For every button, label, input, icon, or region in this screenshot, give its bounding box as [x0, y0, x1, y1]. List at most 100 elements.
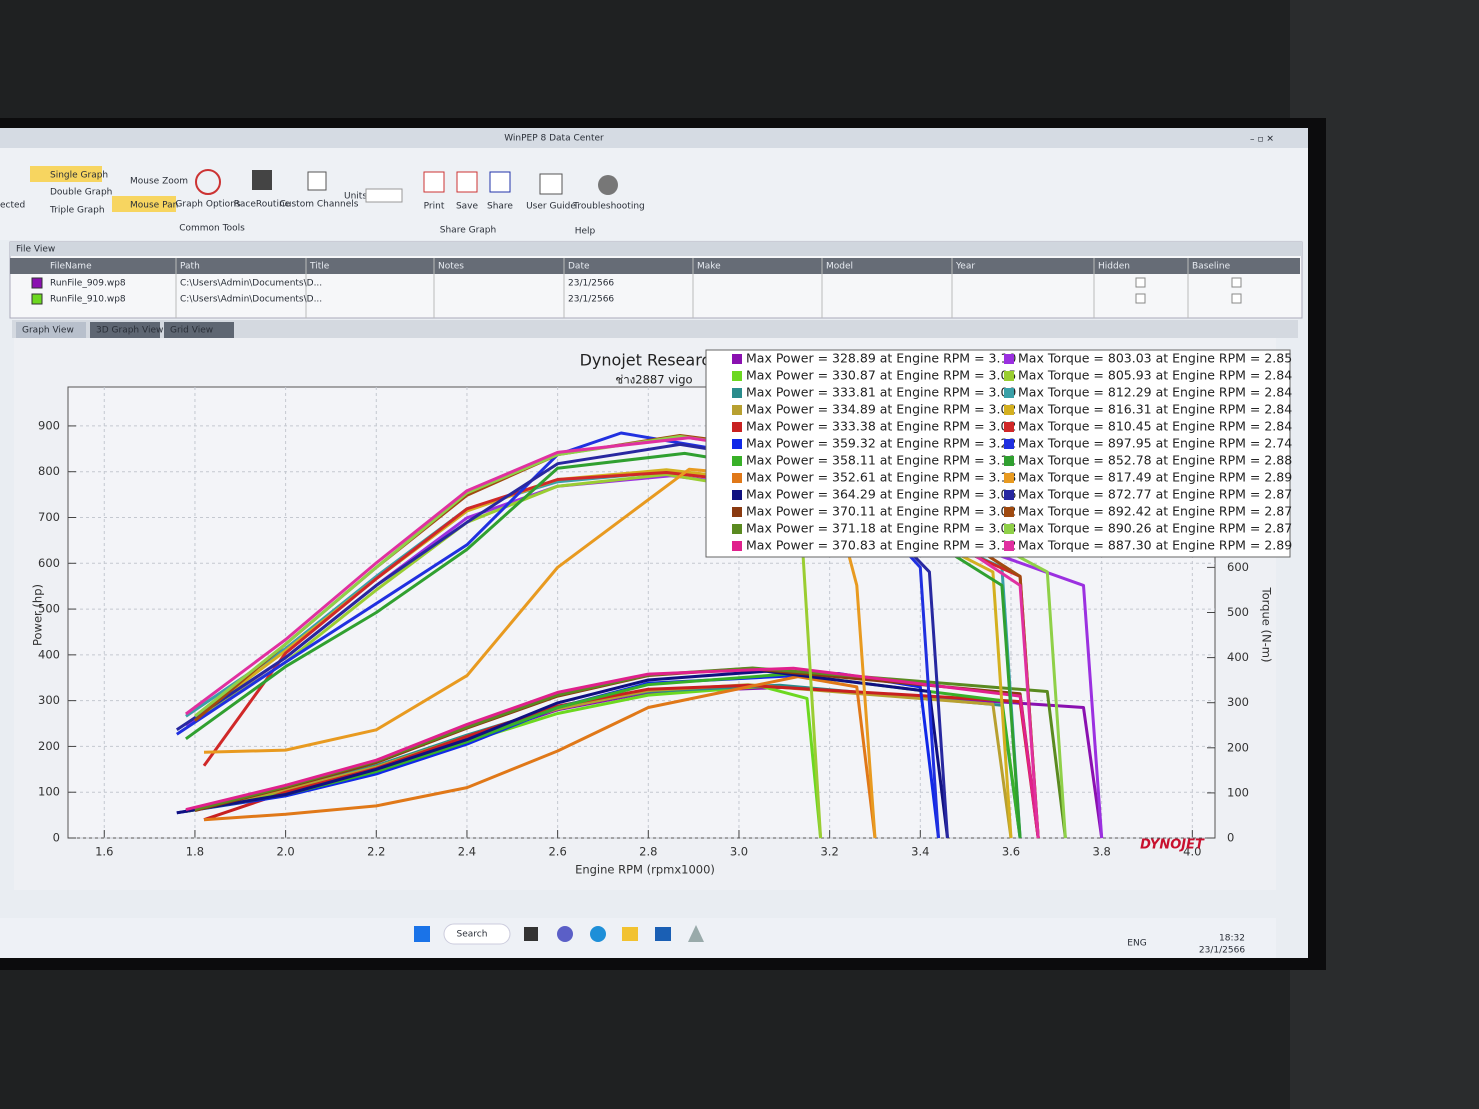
legend-label[interactable]: Max Power = 334.89 at Engine RPM = 3.02 [746, 402, 1016, 417]
tab-strip [12, 320, 1298, 338]
ribbon-button[interactable]: Print [424, 202, 445, 212]
y-tick-label: 300 [38, 693, 60, 707]
column-header[interactable]: Baseline [1192, 262, 1231, 272]
taskbar-icon[interactable] [688, 925, 704, 942]
y-tick-label: 0 [53, 831, 60, 845]
legend-label[interactable]: Max Torque = 890.26 at Engine RPM = 2.87 [1018, 521, 1292, 536]
checkbox[interactable] [1231, 277, 1242, 288]
window-title: WinPEP 8 Data Center [504, 134, 604, 144]
y2-tick-label: 200 [1227, 740, 1249, 754]
legend-swatch [732, 371, 742, 381]
legend-label[interactable]: Max Torque = 803.03 at Engine RPM = 2.85 [1018, 351, 1292, 366]
ribbon-button[interactable]: User Guide [526, 202, 576, 212]
ribbon-button[interactable]: Triple Graph [49, 206, 105, 216]
legend-label[interactable]: Max Power = 364.29 at Engine RPM = 3.06 [746, 487, 1016, 502]
checkbox[interactable] [1231, 293, 1242, 304]
taskbar-icon[interactable] [590, 926, 606, 942]
units-dropdown[interactable] [365, 188, 403, 203]
legend-label[interactable]: Max Power = 328.89 at Engine RPM = 3.10 [746, 351, 1016, 366]
cell: C:\Users\Admin\Documents\D... [180, 279, 322, 289]
legend-swatch [1004, 439, 1014, 449]
taskbar-icon[interactable] [524, 927, 538, 941]
power-line [185, 666, 1040, 839]
ribbon-button[interactable]: Single Graph [50, 171, 108, 181]
column-header[interactable]: Make [697, 262, 721, 272]
y-tick-label: 700 [38, 510, 60, 524]
legend-swatch [732, 422, 742, 432]
x-axis-title: Engine RPM (rpmx1000) [575, 863, 715, 877]
taskbar-icon[interactable] [622, 927, 638, 941]
ribbon [0, 148, 1308, 240]
tab[interactable] [164, 322, 234, 338]
y-tick-label: 100 [38, 785, 60, 799]
ribbon-button[interactable]: Share [487, 202, 513, 212]
column-header[interactable]: Notes [438, 262, 464, 272]
legend-swatch [1004, 524, 1014, 534]
legend-label[interactable]: Max Torque = 805.93 at Engine RPM = 2.84 [1018, 368, 1292, 383]
x-tick-label: 3.0 [730, 845, 748, 859]
legend-label[interactable]: Max Torque = 817.49 at Engine RPM = 2.89 [1018, 470, 1292, 485]
legend-label[interactable]: Max Torque = 872.77 at Engine RPM = 2.87 [1018, 487, 1292, 502]
column-header[interactable]: Path [180, 262, 200, 272]
tab[interactable] [90, 322, 160, 338]
start-button[interactable] [414, 926, 430, 942]
checkbox[interactable] [1135, 277, 1146, 288]
ribbon-button[interactable]: RaceRoutine [234, 200, 291, 210]
language: ENG [1127, 939, 1146, 949]
window-controls[interactable]: – ▫ ✕ [1250, 135, 1274, 145]
taskbar-icon[interactable] [655, 927, 671, 941]
legend-label[interactable]: Max Torque = 897.95 at Engine RPM = 2.74 [1018, 436, 1292, 451]
group-label: Common Tools [179, 224, 245, 234]
cell: RunFile_910.wp8 [50, 295, 126, 305]
tab[interactable] [16, 322, 86, 338]
legend-label[interactable]: Max Torque = 887.30 at Engine RPM = 2.89 [1018, 538, 1292, 553]
legend-label[interactable]: Max Power = 371.18 at Engine RPM = 3.03 [746, 521, 1016, 536]
chart-subtitle: ช่าง2887 vigo [615, 373, 692, 387]
search-box[interactable] [443, 923, 511, 945]
ribbon-button[interactable]: Double Graph [50, 188, 112, 198]
legend-label[interactable]: Max Torque = 816.31 at Engine RPM = 2.84 [1018, 402, 1292, 417]
legend-label[interactable]: Max Torque = 852.78 at Engine RPM = 2.88 [1018, 453, 1292, 468]
ribbon-button[interactable]: Graph Options [175, 200, 241, 210]
y2-tick-label: 0 [1227, 831, 1234, 845]
column-header[interactable]: FileName [50, 262, 92, 272]
legend-label[interactable]: Max Torque = 810.45 at Engine RPM = 2.84 [1018, 419, 1292, 434]
legend-swatch [732, 524, 742, 534]
legend-label[interactable]: Max Torque = 892.42 at Engine RPM = 2.87 [1018, 504, 1292, 519]
ribbon-button[interactable]: Troubleshooting [572, 202, 645, 212]
cell: RunFile_909.wp8 [50, 279, 126, 289]
legend-swatch [1004, 507, 1014, 517]
cell: 23/1/2566 [568, 279, 614, 289]
legend-swatch [1004, 354, 1014, 364]
legend-label[interactable]: Max Power = 370.83 at Engine RPM = 3.12 [746, 538, 1016, 553]
legend-label[interactable]: Max Power = 330.87 at Engine RPM = 3.05 [746, 368, 1016, 383]
legend-swatch [1004, 456, 1014, 466]
y2-tick-label: 600 [1227, 560, 1249, 574]
legend-label[interactable]: Max Power = 359.32 at Engine RPM = 3.22 [746, 436, 1016, 451]
legend-label[interactable]: Max Power = 333.38 at Engine RPM = 3.02 [746, 419, 1016, 434]
legend-label[interactable]: Max Power = 370.11 at Engine RPM = 3.02 [746, 504, 1016, 519]
ribbon-button[interactable]: Save [456, 202, 479, 212]
ribbon-button[interactable]: Custom Channels [280, 200, 359, 210]
y-axis-title: Power (hp) [31, 584, 45, 646]
x-tick-label: 3.8 [1093, 845, 1111, 859]
legend-label[interactable]: Max Power = 333.81 at Engine RPM = 3.09 [746, 385, 1016, 400]
title-bar [0, 128, 1308, 148]
taskbar-icon[interactable] [557, 926, 573, 942]
legend-label[interactable]: Max Torque = 812.29 at Engine RPM = 2.84 [1018, 385, 1292, 400]
column-header[interactable]: Hidden [1098, 262, 1130, 272]
column-header[interactable]: Model [826, 262, 853, 272]
checkbox[interactable] [1135, 293, 1146, 304]
ribbon-button[interactable]: Mouse Pan [130, 201, 178, 211]
units-label: Units [344, 192, 367, 202]
column-header[interactable]: Date [568, 262, 590, 272]
y2-axis-title: Torque (N-m) [1260, 587, 1274, 663]
legend-label[interactable]: Max Power = 358.11 at Engine RPM = 3.11 [746, 453, 1016, 468]
ribbon-button[interactable]: Mouse Zoom [130, 177, 188, 187]
column-header[interactable]: Year [955, 262, 975, 272]
y2-tick-label: 400 [1227, 650, 1249, 664]
x-tick-label: 1.8 [186, 845, 204, 859]
x-tick-label: 3.6 [1002, 845, 1020, 859]
legend-label[interactable]: Max Power = 352.61 at Engine RPM = 3.13 [746, 470, 1016, 485]
column-header[interactable]: Title [309, 262, 330, 272]
